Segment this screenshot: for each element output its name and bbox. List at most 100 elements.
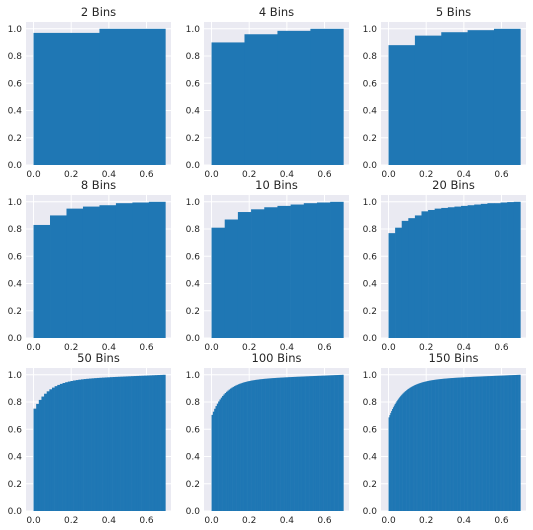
histogram-bar <box>219 399 222 511</box>
panel-8: 100 Bins 0.0 0.2 0.4 0.6 0.8 1.0 0.0 0.2 0.4 0.6 <box>186 351 349 526</box>
histogram-bar <box>393 405 395 511</box>
histogram-bar <box>510 375 512 511</box>
histogram-bar <box>400 395 403 511</box>
histogram-bar <box>293 376 295 511</box>
y-tick-label: 0.2 <box>8 480 22 490</box>
histogram-bar <box>391 410 393 511</box>
histogram-bar <box>88 378 92 511</box>
y-tick-label: 0.0 <box>186 161 201 171</box>
histogram-bar <box>475 376 477 511</box>
histogram-bar <box>50 215 67 338</box>
y-tick-label: 0.0 <box>186 507 201 517</box>
histogram-bar <box>463 377 465 511</box>
histogram-bar <box>409 387 411 511</box>
x-tick-label: 0.6 <box>139 170 154 180</box>
histogram-bar <box>427 381 429 511</box>
y-tick-label: 0.4 <box>363 453 378 463</box>
histogram-bar <box>511 375 513 511</box>
histogram-bar <box>485 376 487 511</box>
histogram-bar <box>310 376 313 511</box>
histogram-bar <box>244 382 247 511</box>
histogram-bar <box>233 386 236 511</box>
x-tick-label: 0.4 <box>457 516 472 526</box>
x-tick-label: 0.6 <box>317 516 332 526</box>
histogram-bar <box>128 376 132 511</box>
histogram-bar <box>439 379 441 511</box>
histogram-bar <box>258 379 261 511</box>
histogram-bar <box>451 378 453 511</box>
histogram-bar <box>336 375 339 511</box>
histogram-bar <box>289 377 291 511</box>
y-tick-label: 0.2 <box>363 480 377 490</box>
histogram-bar <box>397 399 399 511</box>
y-tick-label: 0.8 <box>8 52 23 62</box>
histogram-bar <box>298 376 301 511</box>
histogram-bar <box>426 381 428 511</box>
y-tick-label: 0.6 <box>8 252 23 262</box>
y-tick-label: 1.0 <box>8 198 23 208</box>
histogram-bar <box>408 218 416 338</box>
histogram-bar <box>472 376 475 511</box>
x-tick-label: 0.2 <box>242 170 256 180</box>
y-tick-label: 0.8 <box>363 52 378 62</box>
histogram-bar <box>420 382 422 511</box>
histogram-bar <box>268 378 270 511</box>
y-tick-label: 0.8 <box>363 398 378 408</box>
panel-title: 2 Bins <box>81 5 116 19</box>
histogram-bar <box>428 380 430 511</box>
histogram-bar <box>286 377 289 511</box>
histogram-bar <box>494 375 497 511</box>
histogram-bar <box>33 32 100 166</box>
histogram-bar <box>479 376 481 511</box>
histogram-bar <box>406 390 408 511</box>
histogram-bar <box>146 375 150 511</box>
y-tick-label: 0.4 <box>8 107 23 117</box>
histogram-bar <box>297 376 299 511</box>
histogram-bar <box>115 203 133 338</box>
panel-title: 150 Bins <box>429 351 479 365</box>
histogram-bar <box>342 374 344 511</box>
histogram-bar <box>274 377 277 511</box>
histogram-bar <box>434 208 442 338</box>
histogram-bar <box>157 375 161 511</box>
histogram-bar <box>255 379 257 511</box>
histogram-bar <box>264 207 278 338</box>
histogram-bar <box>498 375 500 511</box>
histogram-bar <box>260 379 262 511</box>
histogram-bar <box>276 377 278 511</box>
histogram-bar <box>474 376 476 511</box>
histogram-bar <box>389 415 391 511</box>
x-tick-label: 0.2 <box>242 343 256 353</box>
histogram-bar <box>306 376 309 511</box>
histogram-bar <box>438 379 440 511</box>
histogram-bar <box>339 374 342 511</box>
histogram-bar <box>479 376 482 511</box>
histogram-bar <box>138 375 142 511</box>
histogram-bar <box>452 377 454 511</box>
histogram-bar <box>461 377 463 511</box>
histogram-bar <box>443 378 445 511</box>
histogram-bar <box>419 383 421 511</box>
histogram-bar <box>508 375 510 511</box>
histogram-bar <box>458 377 461 511</box>
y-tick-label: 0.8 <box>186 398 201 408</box>
y-tick-label: 1.0 <box>8 25 23 35</box>
histogram-bar <box>405 390 407 511</box>
histogram-bar <box>504 375 506 511</box>
histogram-bar <box>491 375 493 511</box>
histogram-bar <box>403 392 405 511</box>
histogram-bar <box>487 376 490 511</box>
histogram-bar <box>273 378 276 511</box>
histogram-bar <box>338 374 340 511</box>
histogram-bar <box>401 220 409 338</box>
histogram-bar <box>495 375 497 511</box>
histogram-bar <box>269 378 272 511</box>
histogram-bar <box>464 377 466 511</box>
y-tick-label: 0.6 <box>363 79 378 89</box>
histogram-bar <box>316 202 331 338</box>
histogram-bar <box>78 379 82 511</box>
histogram-bar <box>215 406 218 511</box>
histogram-bar <box>514 375 516 511</box>
histogram-bar <box>493 375 496 511</box>
